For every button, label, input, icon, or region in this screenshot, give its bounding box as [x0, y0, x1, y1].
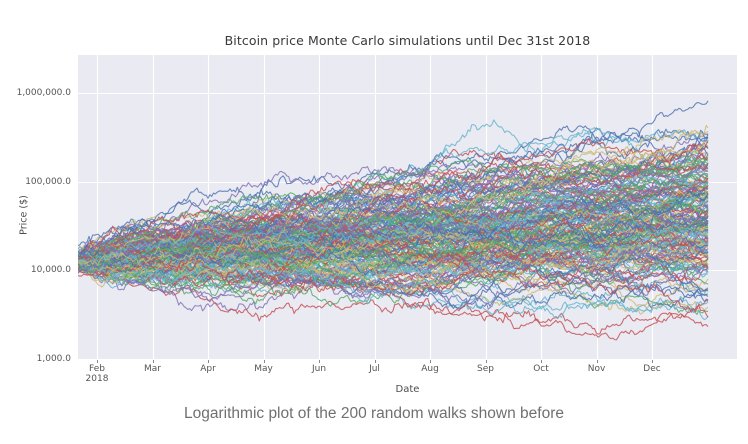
y-axis-label: Price ($) [18, 195, 30, 235]
x-tick-label: Mar [144, 364, 161, 374]
plot-canvas [78, 55, 737, 360]
x-tick-year-label: 2018 [85, 374, 109, 384]
y-tick-label: 1,000.0 [36, 353, 71, 364]
x-tick-label: Jun [311, 364, 327, 374]
y-tick-label: 10,000.0 [30, 265, 71, 275]
x-tick-label: Jul [369, 364, 380, 374]
x-tick-mark [97, 360, 98, 363]
x-tick-label: Dec [643, 364, 661, 374]
x-tick-label: Apr [200, 364, 216, 374]
y-tick-label: 1,000,000.0 [16, 88, 71, 98]
x-tick-mark [430, 360, 431, 363]
x-tick-label: May [254, 364, 273, 374]
x-tick-mark [652, 360, 653, 363]
x-axis-label: Date [395, 384, 420, 395]
x-tick-mark [541, 360, 542, 363]
x-tick-mark [263, 360, 265, 363]
x-tick-mark [485, 360, 487, 363]
x-tick-label: Oct [533, 364, 549, 374]
x-tick-label: Nov [587, 364, 606, 374]
y-tick-label: 100,000.0 [25, 176, 71, 187]
x-tick-label: Sep [477, 364, 494, 374]
chart-title: Bitcoin price Monte Carlo simulations un… [224, 33, 591, 48]
x-tick-mark [152, 360, 154, 363]
x-tick-label: Feb 2018 [85, 364, 109, 384]
x-tick-mark [208, 360, 209, 363]
x-tick-mark [374, 360, 376, 363]
x-tick-mark [319, 360, 320, 363]
x-tick-mark [596, 360, 598, 363]
figure-caption: Logarithmic plot of the 200 random walks… [184, 405, 564, 422]
x-tick-label: Aug [421, 364, 439, 374]
figure: Bitcoin price Monte Carlo simulations un… [16, 33, 737, 395]
